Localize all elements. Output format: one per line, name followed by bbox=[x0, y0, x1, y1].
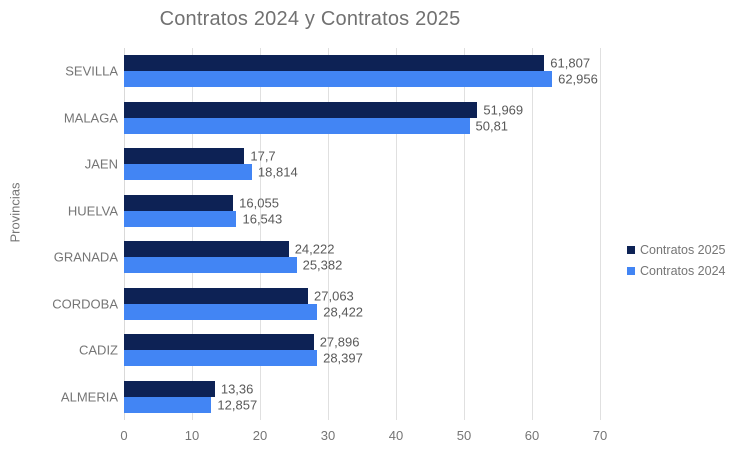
bar-cadiz-2025 bbox=[124, 334, 314, 351]
bar-value-jaen-2024: 18,814 bbox=[257, 164, 298, 180]
bar-value-granada-2025: 24,222 bbox=[294, 241, 335, 257]
category-label-malaga: MALAGA bbox=[63, 110, 118, 126]
x-tick-label-30: 30 bbox=[320, 428, 336, 443]
bar-value-cordoba-2024: 28,422 bbox=[323, 304, 364, 320]
x-tick-label-10: 10 bbox=[184, 428, 200, 443]
legend-item-2024[interactable]: Contratos 2024 bbox=[627, 264, 725, 278]
category-label-huelva: HUELVA bbox=[67, 203, 118, 219]
x-tick-label-40: 40 bbox=[388, 428, 404, 443]
bar-value-almeria-2024: 12,857 bbox=[217, 397, 258, 413]
bar-value-cadiz-2024: 28,397 bbox=[323, 350, 363, 366]
bar-sevilla-2025 bbox=[124, 55, 545, 72]
x-tick-label-20: 20 bbox=[252, 428, 268, 443]
bar-jaen-2024 bbox=[124, 164, 252, 181]
bar-value-sevilla-2025: 61,807 bbox=[550, 55, 591, 71]
bar-malaga-2024 bbox=[124, 117, 470, 134]
legend-swatch-icon-2025 bbox=[627, 246, 635, 254]
bar-value-malaga-2025: 51,969 bbox=[483, 102, 524, 118]
legend-swatch-icon-2024 bbox=[627, 267, 635, 275]
gridline-30 bbox=[328, 48, 329, 420]
bar-cordoba-2025 bbox=[124, 287, 309, 304]
gridline-20 bbox=[260, 48, 261, 420]
y-axis-title: Provincias bbox=[7, 182, 23, 243]
bar-almeria-2025 bbox=[124, 380, 215, 397]
legend-item-2025[interactable]: Contratos 2025 bbox=[627, 243, 725, 257]
bar-value-huelva-2025: 16,055 bbox=[239, 195, 279, 211]
bar-jaen-2025 bbox=[124, 148, 245, 165]
bar-huelva-2025 bbox=[124, 194, 234, 211]
bar-value-cordoba-2025: 27,063 bbox=[314, 288, 354, 304]
bar-huelva-2024 bbox=[124, 210, 237, 227]
gridline-50 bbox=[464, 48, 465, 420]
category-label-cordoba: CORDOBA bbox=[52, 296, 118, 312]
category-label-sevilla: SEVILLA bbox=[65, 63, 118, 79]
bar-value-cadiz-2025: 27,896 bbox=[319, 334, 360, 350]
bar-almeria-2024 bbox=[124, 396, 212, 413]
bar-granada-2025 bbox=[124, 241, 289, 258]
bar-sevilla-2024 bbox=[124, 71, 553, 88]
chart-legend: Contratos 2025 Contratos 2024 bbox=[627, 243, 725, 285]
chart-title: Contratos 2024 y Contratos 2025 bbox=[159, 8, 461, 30]
category-label-jaen: JAEN bbox=[84, 156, 118, 172]
gridline-0 bbox=[124, 48, 125, 420]
bar-cadiz-2024 bbox=[124, 350, 318, 367]
bar-cordoba-2024 bbox=[124, 303, 318, 320]
x-tick-label-50: 50 bbox=[456, 428, 472, 443]
gridline-60 bbox=[532, 48, 533, 420]
category-label-almeria: ALMERIA bbox=[60, 389, 118, 405]
bar-value-huelva-2024: 16,543 bbox=[242, 211, 283, 227]
bar-value-malaga-2024: 50,81 bbox=[475, 118, 509, 134]
gridline-70 bbox=[600, 48, 601, 420]
bar-malaga-2025 bbox=[124, 101, 478, 118]
legend-label: Contratos 2025 bbox=[640, 243, 726, 257]
category-label-granada: GRANADA bbox=[53, 249, 118, 265]
gridline-40 bbox=[396, 48, 397, 420]
category-label-cadiz: CADIZ bbox=[79, 342, 118, 358]
plot-area: 0 10 20 30 40 50 60 70 61,807 62,956 51,969 50,81 1… bbox=[120, 48, 607, 443]
gridline-10 bbox=[192, 48, 193, 420]
legend-label: Contratos 2024 bbox=[640, 264, 726, 278]
x-tick-label-0: 0 bbox=[120, 428, 128, 443]
x-tick-label-70: 70 bbox=[592, 428, 608, 443]
x-tick-label-60: 60 bbox=[524, 428, 540, 443]
bar-granada-2024 bbox=[124, 257, 297, 274]
bar-value-almeria-2025: 13,36 bbox=[220, 381, 254, 397]
bar-value-sevilla-2024: 62,956 bbox=[558, 71, 598, 87]
bar-value-granada-2024: 25,382 bbox=[302, 257, 343, 273]
bar-value-jaen-2025: 17,7 bbox=[250, 148, 276, 164]
